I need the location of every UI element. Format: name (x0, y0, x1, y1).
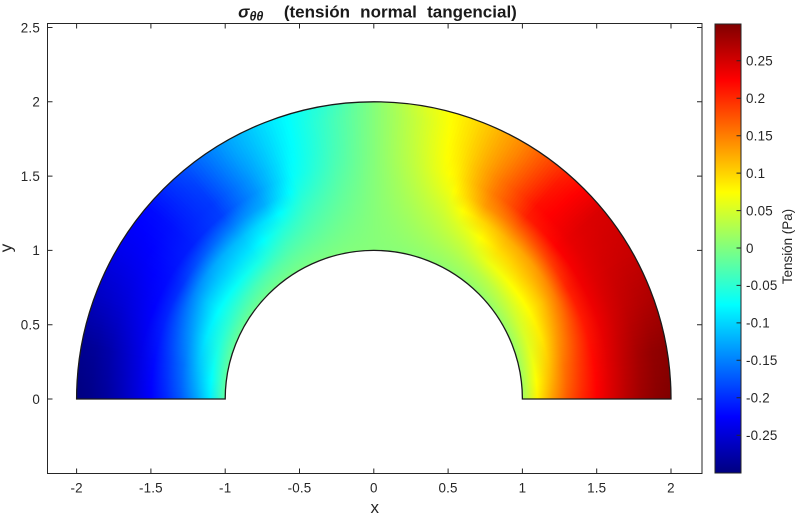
svg-text:-0.05: -0.05 (746, 278, 778, 293)
svg-text:x: x (371, 498, 380, 515)
svg-text:2: 2 (32, 95, 40, 110)
svg-text:-0.5: -0.5 (288, 481, 312, 496)
svg-text:1.5: 1.5 (587, 481, 606, 496)
svg-text:-0.2: -0.2 (746, 391, 770, 406)
svg-text:0.05: 0.05 (746, 203, 773, 218)
svg-text:0.5: 0.5 (438, 481, 457, 496)
svg-text:0: 0 (370, 481, 378, 496)
svg-text:0.25: 0.25 (746, 54, 773, 69)
svg-text:-0.1: -0.1 (746, 316, 770, 331)
svg-text:0: 0 (746, 241, 754, 256)
svg-text:1: 1 (519, 481, 527, 496)
svg-text:1: 1 (32, 243, 40, 258)
svg-text:1.5: 1.5 (21, 169, 40, 184)
svg-text:0.5: 0.5 (21, 318, 40, 333)
svg-text:-1: -1 (219, 481, 231, 496)
svg-text:0.15: 0.15 (746, 129, 773, 144)
svg-text:2.5: 2.5 (21, 20, 40, 35)
svg-text:σθθ (tensión normal tangencia: σθθ (tensión normal tangencial) (238, 2, 517, 23)
svg-text:-0.25: -0.25 (746, 428, 778, 443)
svg-text:-0.15: -0.15 (746, 353, 778, 368)
svg-text:0: 0 (32, 392, 40, 407)
svg-text:y: y (0, 243, 16, 252)
svg-text:-1.5: -1.5 (139, 481, 163, 496)
svg-text:2: 2 (667, 481, 675, 496)
svg-text:-2: -2 (70, 481, 82, 496)
svg-text:0.1: 0.1 (746, 166, 765, 181)
svg-text:0.2: 0.2 (746, 91, 765, 106)
svg-text:Tensión (Pa): Tensión (Pa) (780, 209, 795, 284)
